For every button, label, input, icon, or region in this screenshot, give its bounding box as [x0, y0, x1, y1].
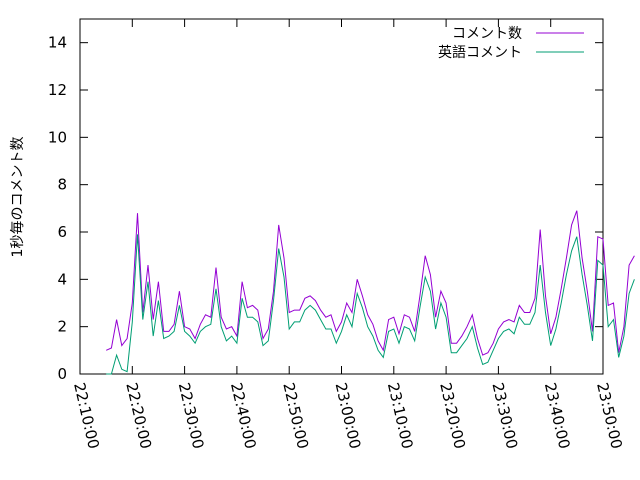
x-tick-label: 22:40:00 — [227, 381, 260, 451]
y-tick-label: 14 — [48, 34, 67, 52]
x-tick-label: 23:50:00 — [593, 381, 626, 451]
x-tick-label: 23:20:00 — [436, 381, 469, 451]
y-axis: 0 2 4 6 8 10 12 14 — [48, 34, 603, 383]
x-tick-label: 22:20:00 — [122, 381, 155, 451]
x-tick-label: 22:50:00 — [279, 381, 312, 451]
x-tick-label: 23:40:00 — [541, 381, 574, 451]
y-tick-label: 2 — [57, 318, 67, 336]
x-tick-label: 22:10:00 — [70, 381, 103, 451]
y-tick-label: 12 — [48, 81, 67, 99]
series-lines — [105, 210, 635, 375]
x-tick-label: 22:30:00 — [175, 381, 208, 451]
series-line-1 — [105, 210, 635, 356]
y-tick-label: 0 — [57, 365, 67, 383]
y-tick-label: 6 — [57, 223, 67, 241]
x-axis: 22:10:00 22:20:00 22:30:00 22:40:00 22:50:00… — [70, 19, 626, 451]
y-axis-label: 1秒毎のコメント数 — [10, 137, 26, 258]
x-tick-label: 23:00:00 — [332, 381, 365, 451]
x-tick-label: 23:10:00 — [384, 381, 417, 451]
y-tick-label: 4 — [57, 270, 67, 288]
legend-label: コメント数 — [452, 26, 522, 42]
legend-label: 英語コメント — [438, 44, 522, 61]
y-tick-label: 10 — [48, 128, 67, 146]
y-tick-label: 8 — [57, 176, 67, 194]
series-line-2 — [106, 234, 635, 375]
x-tick-label: 23:30:00 — [489, 381, 522, 451]
